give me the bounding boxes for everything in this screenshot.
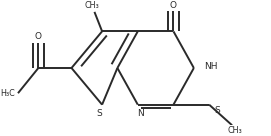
Text: CH₃: CH₃ (227, 126, 242, 135)
Text: S: S (214, 106, 220, 115)
Text: NH: NH (204, 62, 218, 71)
Text: CH₃: CH₃ (85, 1, 99, 10)
Text: O: O (35, 32, 42, 41)
Text: N: N (137, 109, 144, 118)
Text: O: O (170, 1, 177, 10)
Text: S: S (97, 109, 102, 118)
Text: H₃C: H₃C (1, 89, 15, 98)
